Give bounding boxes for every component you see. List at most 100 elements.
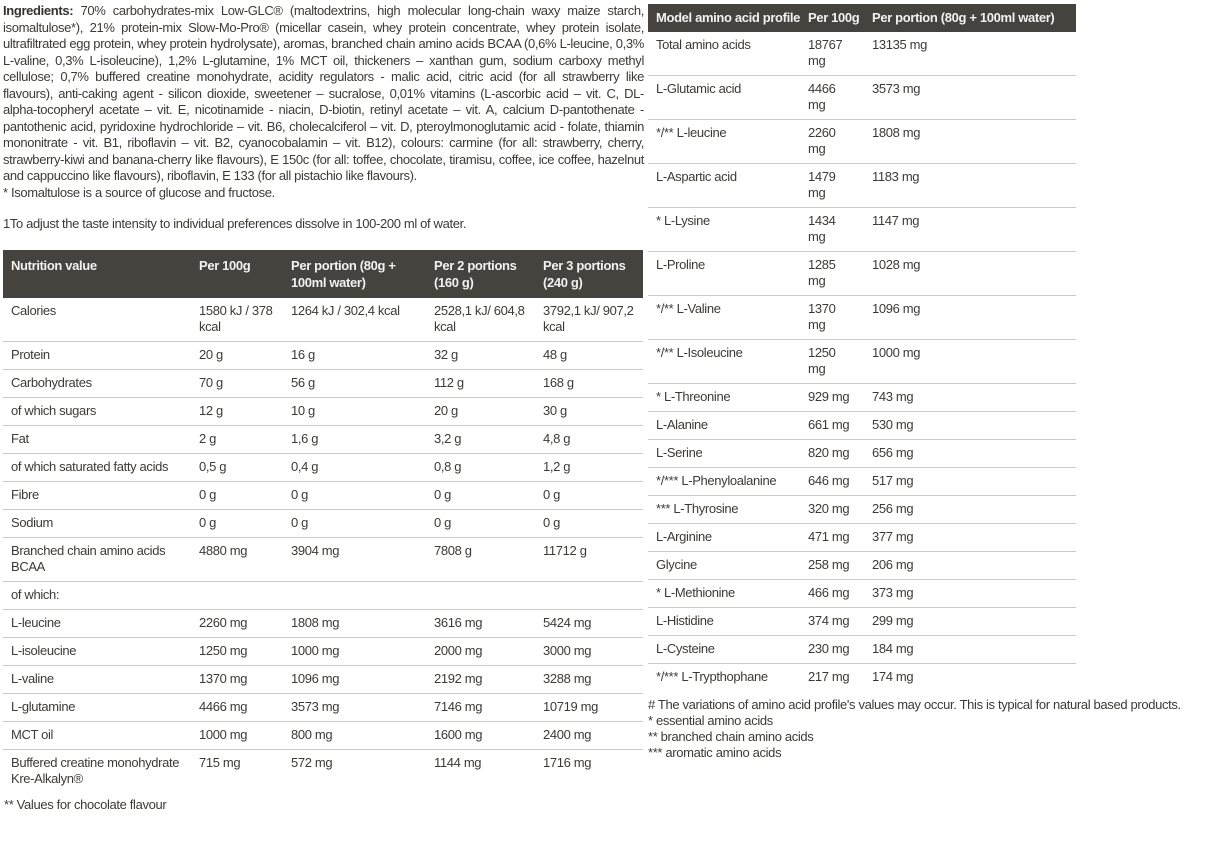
table-cell: 18767 mg: [800, 32, 864, 76]
table-cell: L-Histidine: [648, 607, 800, 636]
table-cell: 4466 mg: [191, 693, 283, 722]
table-cell: 2260 mg: [191, 609, 283, 638]
table-cell: [191, 581, 283, 610]
table-row: L-glutamine 4466 mg 3573 mg 7146 mg 10719 mg: [3, 693, 643, 722]
table-cell: 1000 mg: [191, 721, 283, 750]
table-cell: 56 g: [283, 369, 426, 398]
table-cell: 1808 mg: [283, 609, 426, 638]
table-cell: L-isoleucine: [3, 637, 191, 666]
table-cell: 800 mg: [283, 721, 426, 750]
table-row: Total amino acids 18767 mg 13135 mg: [648, 32, 1076, 76]
table-row: Calories 1580 kJ / 378 kcal 1264 kJ / 302,…: [3, 297, 643, 342]
table-cell: 258 mg: [800, 551, 864, 580]
nutrition-header-per-portion: Per portion (80g + 100ml water): [283, 249, 426, 298]
table-cell: 517 mg: [864, 467, 1076, 496]
table-cell: 4466 mg: [800, 75, 864, 120]
table-row: L-Cysteine 230 mg 184 mg: [648, 635, 1076, 664]
table-row: L-isoleucine 1250 mg 1000 mg 2000 mg 3000 mg: [3, 637, 643, 666]
table-cell: 20 g: [426, 397, 535, 426]
table-cell: L-Serine: [648, 439, 800, 468]
table-cell: Glycine: [648, 551, 800, 580]
nutrition-facts-page: Ingredients: 70% carbohydrates-mix Low-G…: [3, 3, 1214, 813]
nutrition-table-body: Calories 1580 kJ / 378 kcal 1264 kJ / 302,…: [3, 297, 643, 793]
table-row: L-Histidine 374 mg 299 mg: [648, 607, 1076, 636]
table-cell: */*** L-Trypthophane: [656, 669, 768, 684]
table-cell: Total amino acids: [648, 32, 800, 76]
table-cell: 530 mg: [864, 411, 1076, 440]
table-cell: 13135 mg: [864, 32, 1076, 76]
table-cell: L-Glutamic acid: [648, 75, 800, 120]
table-cell: 1144 mg: [434, 754, 482, 770]
table-row: L-Glutamic acid 4466 mg 3573 mg: [648, 75, 1076, 120]
right-column: Model amino acid profile Per 100g Per po…: [648, 3, 1214, 813]
table-cell: 1479 mg: [800, 163, 864, 208]
chocolate-flavour-footnote: ** Values for chocolate flavour: [4, 796, 167, 812]
table-cell: 1028 mg: [864, 251, 1076, 296]
table-row: L-Serine 820 mg 656 mg: [648, 439, 1076, 468]
table-cell: 1600 mg: [426, 721, 535, 750]
table-cell: 0 g: [191, 481, 283, 510]
amino-header-per-portion: Per portion (80g + 100ml water): [864, 4, 1076, 32]
table-cell: 10719 mg: [535, 693, 643, 722]
taste-intensity-note: 1To adjust the taste intensity to indivi…: [3, 216, 467, 231]
table-cell: Calories: [3, 297, 191, 342]
table-cell: *** L-Thyrosine: [648, 495, 800, 524]
table-cell: 217 mg: [808, 669, 850, 684]
ingredients-paragraph: Ingredients: 70% carbohydrates-mix Low-G…: [3, 3, 644, 185]
table-row: MCT oil 1000 mg 800 mg 1600 mg 2400 mg: [3, 721, 643, 750]
table-cell: L-Proline: [648, 251, 800, 296]
table-cell: [535, 581, 643, 610]
table-row: * L-Methionine 466 mg 373 mg: [648, 579, 1076, 608]
table-cell: 5424 mg: [535, 609, 643, 638]
table-cell: 0 g: [535, 509, 643, 538]
table-row: *** L-Thyrosine 320 mg 256 mg: [648, 495, 1076, 524]
table-cell: 0 g: [191, 509, 283, 538]
table-cell: 661 mg: [800, 411, 864, 440]
table-cell: 1000 mg: [864, 339, 1076, 384]
nutrition-table-header: Nutrition value Per 100g Per portion (80…: [3, 249, 643, 298]
table-cell: of which sugars: [3, 397, 191, 426]
table-row: of which saturated fatty acids 0,5 g 0,4 g…: [3, 453, 643, 482]
table-cell: 646 mg: [800, 467, 864, 496]
table-cell: 820 mg: [800, 439, 864, 468]
table-cell: 32 g: [426, 341, 535, 370]
ingredients-label: Ingredients:: [3, 3, 74, 18]
table-row: Fat 2 g 1,6 g 3,2 g 4,8 g: [3, 425, 643, 454]
amino-footnote-variations: # The variations of amino acid profile's…: [648, 697, 1181, 712]
amino-footnote-essential: * essential amino acids: [648, 713, 773, 728]
table-row: Glycine 258 mg 206 mg: [648, 551, 1076, 580]
table-cell: 929 mg: [800, 383, 864, 412]
amino-header-row: Model amino acid profile Per 100g Per po…: [648, 4, 1076, 32]
nutrition-header-row: Nutrition value Per 100g Per portion (80…: [3, 249, 643, 298]
table-cell: 1370 mg: [191, 665, 283, 694]
table-cell: 3288 mg: [535, 665, 643, 694]
table-cell: 373 mg: [864, 579, 1076, 608]
table-cell: 1264 kJ / 302,4 kcal: [283, 297, 426, 342]
amino-header-per100g: Per 100g: [800, 4, 864, 32]
nutrition-header-per-2-portions: Per 2 portions (160 g): [426, 249, 535, 298]
amino-table-header: Model amino acid profile Per 100g Per po…: [648, 4, 1076, 32]
table-cell: 1716 mg: [543, 754, 592, 770]
table-cell: of which:: [3, 581, 191, 610]
nutrition-table: Nutrition value Per 100g Per portion (80…: [3, 249, 643, 793]
table-cell: Branched chain amino acids BCAA: [3, 537, 191, 582]
table-cell: 0 g: [535, 481, 643, 510]
table-cell: 1096 mg: [864, 295, 1076, 340]
table-row: L-Proline 1285 mg 1028 mg: [648, 251, 1076, 296]
table-cell: 30 g: [535, 397, 643, 426]
table-cell: 10 g: [283, 397, 426, 426]
table-cell: 48 g: [535, 341, 643, 370]
table-cell: */** L-leucine: [648, 119, 800, 164]
table-cell: 1147 mg: [864, 207, 1076, 252]
table-cell: 1250 mg: [800, 339, 864, 384]
table-cell: 1000 mg: [283, 637, 426, 666]
table-cell: Fibre: [3, 481, 191, 510]
table-cell: 3000 mg: [535, 637, 643, 666]
table-cell: 0,8 g: [426, 453, 535, 482]
table-cell: 320 mg: [800, 495, 864, 524]
table-cell: 1285 mg: [800, 251, 864, 296]
table-row: */** L-Isoleucine 1250 mg 1000 mg: [648, 339, 1076, 384]
table-cell: L-glutamine: [3, 693, 191, 722]
nutrition-header-per-3-portions: Per 3 portions (240 g): [535, 249, 643, 298]
